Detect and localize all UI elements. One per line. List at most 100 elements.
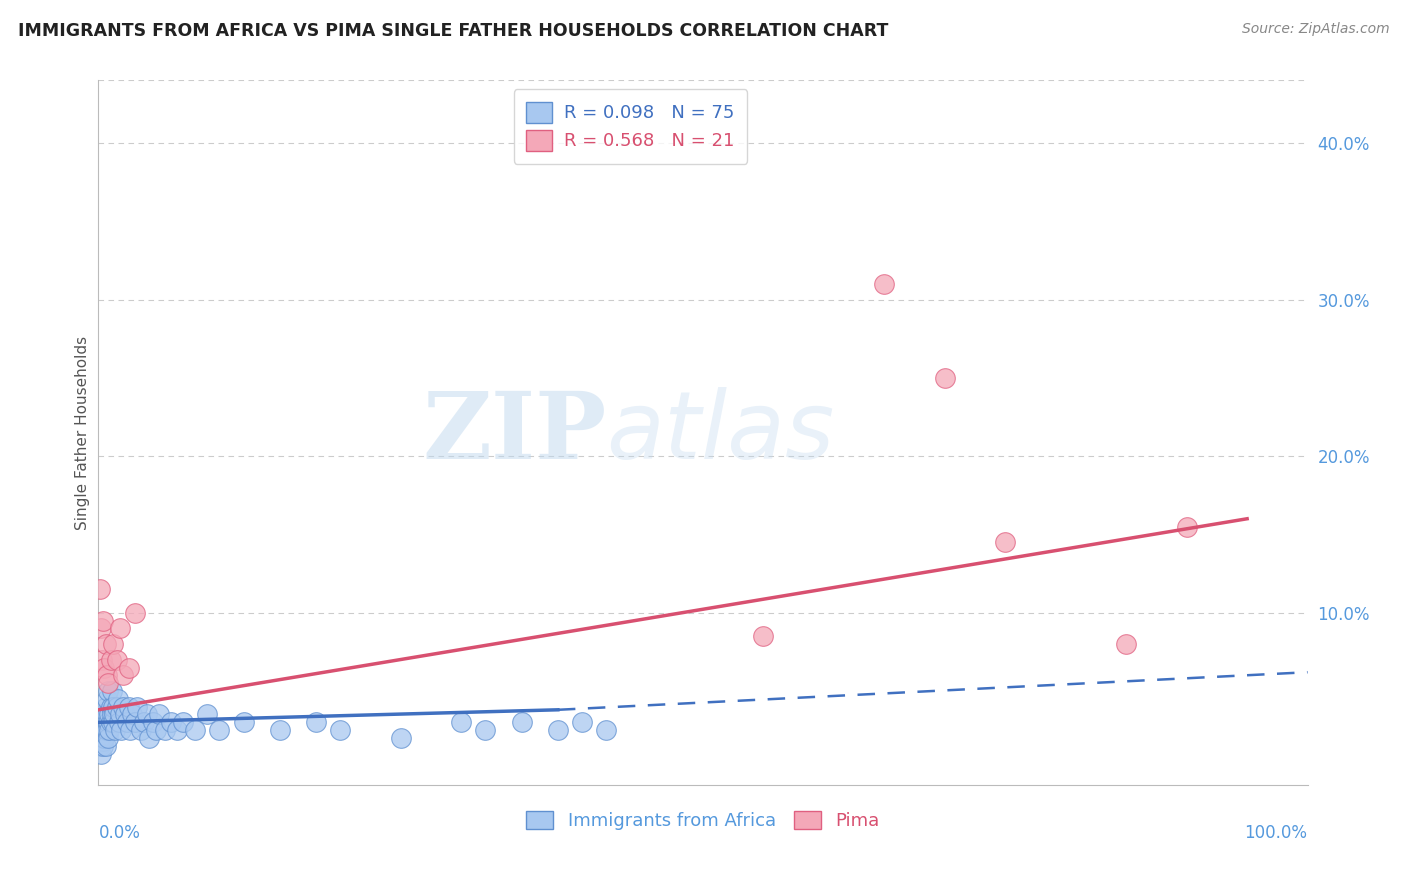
Point	[124, 606, 146, 620]
Point	[108, 715, 131, 730]
Point	[91, 731, 114, 745]
Point	[93, 660, 115, 674]
Point	[129, 723, 152, 738]
Text: IMMIGRANTS FROM AFRICA VS PIMA SINGLE FATHER HOUSEHOLDS CORRELATION CHART: IMMIGRANTS FROM AFRICA VS PIMA SINGLE FA…	[18, 22, 889, 40]
Point	[101, 715, 124, 730]
Point	[208, 723, 231, 738]
Point	[107, 691, 129, 706]
Point	[571, 715, 593, 730]
Point	[1175, 519, 1198, 533]
Text: ZIP: ZIP	[422, 388, 606, 477]
Point	[305, 715, 328, 730]
Point	[94, 637, 117, 651]
Point	[100, 653, 122, 667]
Point	[89, 731, 111, 745]
Point	[994, 535, 1017, 549]
Point	[101, 699, 124, 714]
Point	[98, 707, 121, 722]
Point	[105, 699, 128, 714]
Point	[93, 707, 115, 722]
Point	[145, 723, 167, 738]
Point	[90, 707, 112, 722]
Point	[96, 668, 118, 682]
Point	[89, 739, 111, 753]
Point	[94, 699, 117, 714]
Point	[474, 723, 496, 738]
Point	[118, 699, 141, 714]
Point	[90, 747, 112, 761]
Point	[547, 723, 569, 738]
Text: atlas: atlas	[606, 387, 835, 478]
Point	[100, 699, 122, 714]
Point	[1115, 637, 1137, 651]
Point	[90, 621, 112, 635]
Point	[510, 715, 533, 730]
Point	[232, 715, 254, 730]
Point	[166, 723, 188, 738]
Point	[93, 731, 115, 745]
Y-axis label: Single Father Households: Single Father Households	[75, 335, 90, 530]
Point	[110, 723, 132, 738]
Point	[94, 723, 117, 738]
Point	[97, 684, 120, 698]
Point	[89, 582, 111, 597]
Text: 0.0%: 0.0%	[98, 823, 141, 842]
Point	[101, 637, 124, 651]
Point	[91, 723, 114, 738]
Point	[100, 684, 122, 698]
Point	[195, 707, 218, 722]
Point	[118, 723, 141, 738]
Point	[160, 715, 183, 730]
Point	[89, 715, 111, 730]
Point	[121, 707, 143, 722]
Point	[91, 739, 114, 753]
Point	[93, 715, 115, 730]
Point	[329, 723, 352, 738]
Point	[97, 715, 120, 730]
Point	[108, 707, 131, 722]
Point	[269, 723, 291, 738]
Point	[873, 277, 896, 291]
Point	[124, 715, 146, 730]
Point	[595, 723, 617, 738]
Text: 100.0%: 100.0%	[1244, 823, 1308, 842]
Point	[450, 715, 472, 730]
Point	[114, 707, 136, 722]
Point	[148, 707, 170, 722]
Point	[97, 731, 120, 745]
Point	[117, 715, 139, 730]
Point	[934, 371, 956, 385]
Point	[90, 731, 112, 745]
Point	[93, 723, 115, 738]
Point	[135, 707, 157, 722]
Point	[752, 629, 775, 643]
Point	[91, 723, 114, 738]
Point	[134, 715, 156, 730]
Point	[91, 715, 114, 730]
Point	[389, 731, 412, 745]
Point	[127, 699, 149, 714]
Point	[111, 699, 134, 714]
Point	[96, 723, 118, 738]
Point	[184, 723, 207, 738]
Point	[138, 731, 160, 745]
Point	[90, 723, 112, 738]
Point	[97, 676, 120, 690]
Point	[153, 723, 176, 738]
Point	[91, 614, 114, 628]
Point	[96, 707, 118, 722]
Point	[96, 691, 118, 706]
Point	[98, 723, 121, 738]
Point	[100, 707, 122, 722]
Point	[118, 660, 141, 674]
Point	[104, 723, 127, 738]
Point	[91, 653, 114, 667]
Point	[105, 653, 128, 667]
Point	[91, 715, 114, 730]
Text: Source: ZipAtlas.com: Source: ZipAtlas.com	[1241, 22, 1389, 37]
Legend: R = 0.098   N = 75, R = 0.568   N = 21: R = 0.098 N = 75, R = 0.568 N = 21	[513, 89, 747, 163]
Point	[94, 739, 117, 753]
Point	[111, 668, 134, 682]
Point	[91, 734, 114, 748]
Point	[103, 707, 125, 722]
